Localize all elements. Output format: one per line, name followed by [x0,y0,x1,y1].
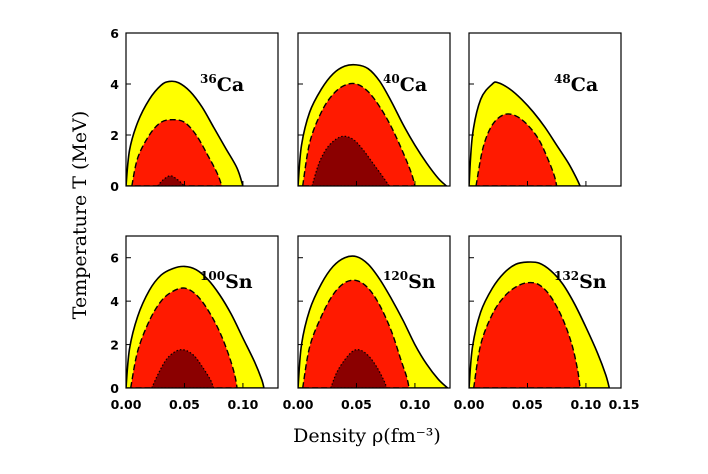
region-middle-ca36 [131,119,223,186]
panel-label-ca40: 40Ca [383,72,427,96]
x-tick-label-col0-0.00: 0.00 [111,397,142,412]
panel-frame-ca48 [468,32,622,187]
y-tick-label-row0-0: 0 [110,179,119,194]
panel-label-mass-ca36: 36 [200,72,217,86]
x-tick-label-col0-0.05: 0.05 [169,397,200,412]
x-tick-label-col2-0.05: 0.05 [512,397,543,412]
panel-plot-sn132 [469,261,611,388]
panel-ca36 [125,32,279,187]
y-axis-title: Temperature T (MeV) [69,111,91,319]
panel-label-element-ca36: Ca [217,74,244,96]
panel-plot-ca36 [126,80,244,186]
panel-label-mass-sn120: 120 [383,269,408,283]
region-middle-sn100 [129,287,238,388]
region-inner-ca36 [156,175,186,186]
panel-sn132 [468,235,622,389]
y-tick-label-row0-6: 6 [110,26,119,41]
region-inner-sn100 [151,349,215,388]
region-middle-sn120 [301,279,410,388]
region-middle-sn132 [472,281,581,388]
panels-layer [125,32,622,389]
panel-label-ca48: 48Ca [554,72,598,96]
panel-label-mass-ca40: 40 [383,72,400,86]
y-tick-label-row0-4: 4 [110,77,119,92]
panel-sn120 [297,235,451,389]
y-tick-label-row0-2: 2 [110,128,119,143]
x-tick-label-extra: 0.15 [609,397,640,412]
x-axis-title: Density ρ(fm⁻³) [293,425,441,447]
panel-label-element-sn120: Sn [408,271,436,293]
panel-label-element-sn100: Sn [225,271,253,293]
panel-label-sn132: 132Sn [554,269,607,293]
panel-plot-ca48 [469,81,581,186]
panel-label-mass-ca48: 48 [554,72,571,86]
panel-frame-ca40 [297,32,451,187]
panel-ca40 [297,32,451,187]
panel-label-element-sn132: Sn [579,271,607,293]
panel-frame-sn132 [468,235,622,389]
panel-plot-ca40 [298,63,448,186]
region-middle-ca48 [475,113,558,186]
panel-plot-sn120 [298,255,449,388]
panel-label-element-ca48: Ca [571,74,598,96]
y-tick-label-row1-0: 0 [110,381,119,396]
y-tick-label-row1-2: 2 [110,338,119,353]
panel-ca48 [468,32,622,187]
panel-label-sn120: 120Sn [383,269,436,293]
panel-label-mass-sn132: 132 [554,269,579,283]
panel-frame-ca36 [125,32,279,187]
panel-sn100 [125,235,279,389]
x-tick-label-col1-0.00: 0.00 [283,397,314,412]
x-tick-label-col1-0.10: 0.10 [400,397,431,412]
panel-label-ca36: 36Ca [200,72,244,96]
panel-label-sn100: 100Sn [200,269,253,293]
x-tick-label-col2-0.10: 0.10 [571,397,602,412]
panel-frame-sn120 [297,235,451,389]
x-tick-label-col1-0.05: 0.05 [341,397,372,412]
panel-plot-sn100 [126,265,265,388]
panel-frame-sn100 [125,235,279,389]
y-tick-label-row1-4: 4 [110,294,119,309]
x-tick-label-col0-0.10: 0.10 [228,397,259,412]
region-inner-ca40 [311,135,390,186]
x-tick-label-col2-0.00: 0.00 [454,397,485,412]
panel-label-element-ca40: Ca [400,74,427,96]
y-tick-label-row1-6: 6 [110,251,119,266]
region-inner-sn120 [330,348,388,388]
panel-label-mass-sn100: 100 [200,269,225,283]
